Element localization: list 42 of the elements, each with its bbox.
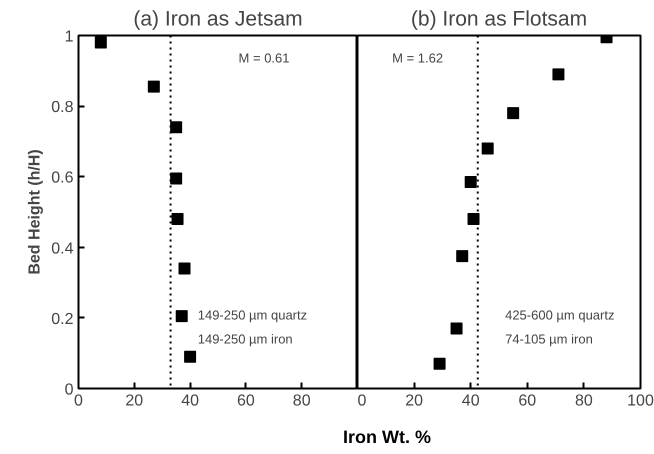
point <box>184 350 196 363</box>
y-tick-label: 0 <box>64 382 74 398</box>
annotation: 149-250 µm iron <box>198 332 293 346</box>
x-tick-label: 60 <box>518 392 536 410</box>
annotation: 74-105 µm iron <box>505 332 593 346</box>
y-tick-label: 0.8 <box>51 99 74 116</box>
point <box>482 142 494 154</box>
x-tick-label: 40 <box>462 392 480 410</box>
x-tick-label: 60 <box>237 392 255 410</box>
annotation: 149-250 µm quartz <box>198 308 308 322</box>
point <box>552 68 564 80</box>
y-tick-label: 0.6 <box>51 170 74 187</box>
y-tick-label: 0.2 <box>51 310 74 328</box>
point <box>170 172 182 184</box>
y-tick-label: 0.4 <box>51 240 74 258</box>
point <box>148 80 160 93</box>
x-tick-label: 20 <box>125 392 144 410</box>
annotation: M = 1.62 <box>392 50 444 66</box>
point <box>178 262 191 274</box>
chart-title: (a) Iron as Jetsam <box>133 8 303 30</box>
point <box>507 107 520 120</box>
point <box>172 213 184 226</box>
point <box>468 213 480 226</box>
x-tick-label: 80 <box>575 392 593 410</box>
point <box>450 322 463 334</box>
annotation: 425-600 µm quartz <box>505 308 614 322</box>
chart-title: (b) Iron as Flotsam <box>410 8 588 30</box>
point <box>434 358 446 370</box>
y-axis-title: Bed Height (h/H) <box>26 149 44 275</box>
x-tick-label: 40 <box>181 392 200 410</box>
point <box>456 250 468 262</box>
annotation: M = 0.61 <box>238 50 290 66</box>
point <box>176 310 188 322</box>
y-tick-label: 1 <box>64 28 74 46</box>
x-tick-label: 0 <box>358 392 366 410</box>
x-tick-label: 20 <box>405 392 424 410</box>
x-tick-label: 80 <box>292 392 311 410</box>
point <box>464 176 477 188</box>
x-axis-title: Iron Wt. % <box>343 426 431 449</box>
point <box>170 121 182 134</box>
x-tick-label: 100 <box>627 392 654 410</box>
point <box>94 36 107 49</box>
